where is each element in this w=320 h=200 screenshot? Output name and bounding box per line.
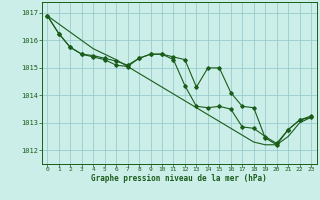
X-axis label: Graphe pression niveau de la mer (hPa): Graphe pression niveau de la mer (hPa): [91, 174, 267, 183]
